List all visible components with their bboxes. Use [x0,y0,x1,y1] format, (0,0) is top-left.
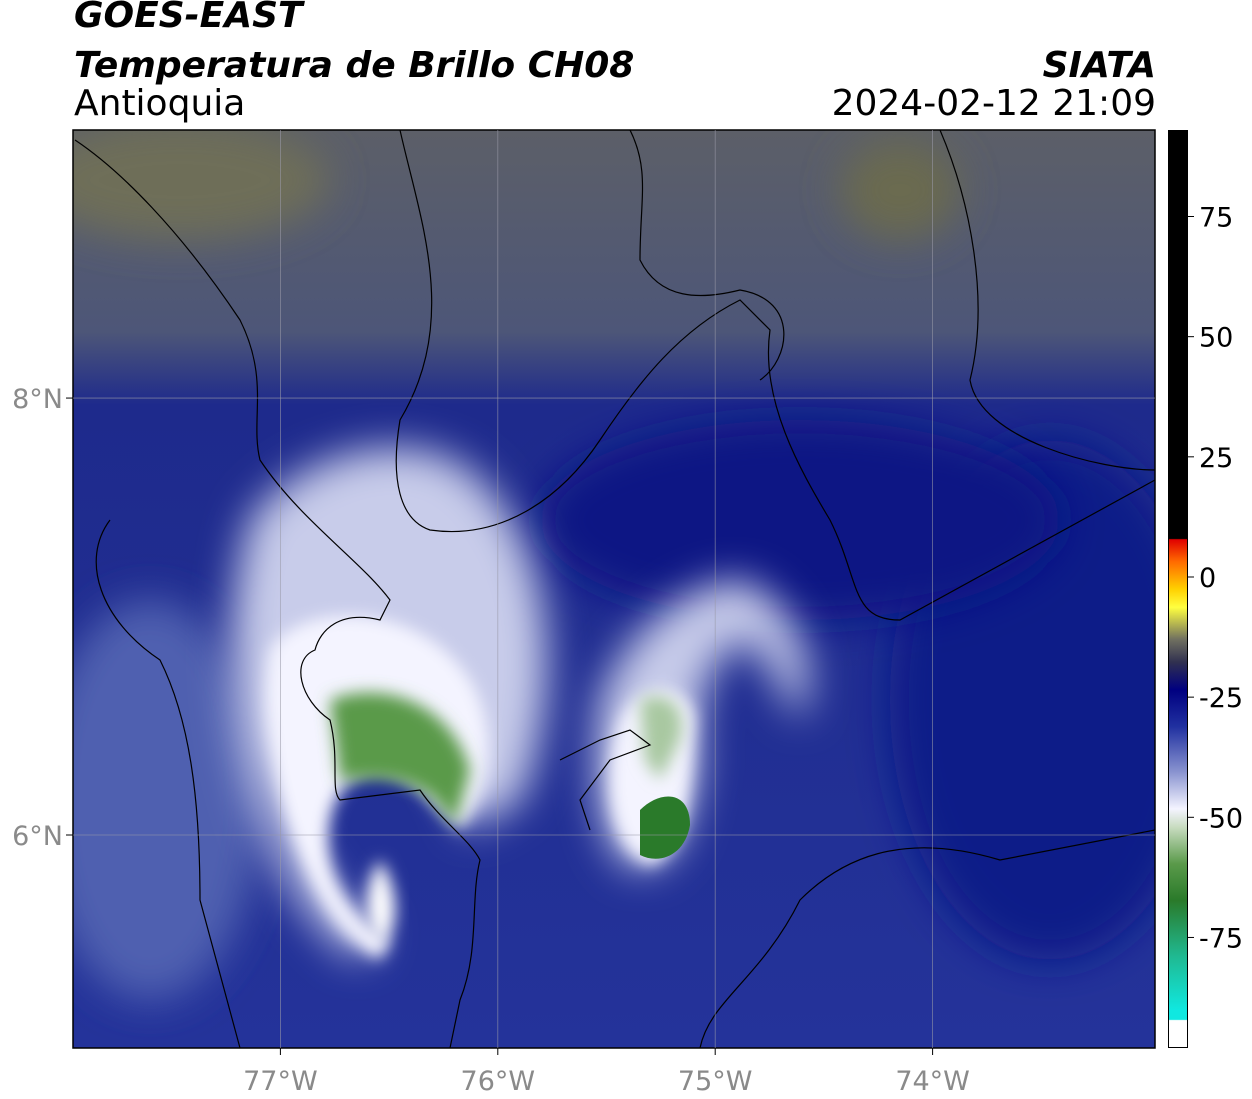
lon-tick-label: 76°W [461,1066,536,1097]
satellite-title: GOES-EAST [74,0,303,36]
colorbar-tick-label: 75 [1199,203,1233,234]
colorbar-tick-label: -25 [1199,683,1243,714]
lat-tick-label: 8°N [12,384,63,415]
colorbar [1168,130,1188,1048]
imagery [73,130,1155,1048]
lon-tick-label: 77°W [243,1066,318,1097]
colorbar-tick-label: 50 [1199,323,1233,354]
datetime-label: 2024-02-12 21:09 [831,83,1156,124]
region-label: Antioquia [74,83,246,124]
colorbar-tick-label: 25 [1199,443,1233,474]
map-frame [72,129,1156,1049]
product-title: Temperatura de Brillo CH08 [74,45,635,86]
source-title: SIATA [1042,45,1156,86]
colorbar-tick-label: -75 [1199,923,1243,954]
lon-tick-label: 74°W [895,1066,970,1097]
colorbar-tick-label: 0 [1199,563,1216,594]
lon-tick-label: 75°W [678,1066,753,1097]
lat-tick-label: 6°N [12,821,63,852]
colorbar-tick-label: -50 [1199,803,1243,834]
